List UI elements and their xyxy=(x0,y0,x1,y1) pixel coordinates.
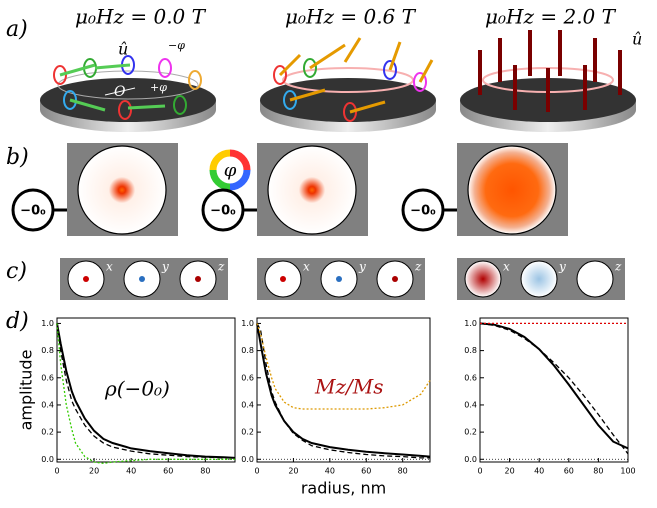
component-map xyxy=(576,260,614,298)
mode-icons xyxy=(11,188,457,232)
y-tick-label: 0.8 xyxy=(241,346,254,355)
panel-label: d) xyxy=(6,309,29,334)
component-label: x xyxy=(303,260,310,274)
plots: 0.0 0.2 0.4 0.6 0.8 1.0 0 20 40 60 80 amplitude ρ(−0… xyxy=(17,317,636,498)
y-tick-label: 0.4 xyxy=(41,400,54,409)
mode-maps xyxy=(67,143,568,236)
component-label: x xyxy=(503,260,510,274)
angle-label: −φ xyxy=(168,39,185,52)
component-label: x xyxy=(106,260,113,274)
y-tick-label: 0.2 xyxy=(41,428,54,437)
vector-label: û xyxy=(118,40,128,59)
field-title: μ₀Hz = 0.6 T xyxy=(285,5,417,29)
panel-label: b) xyxy=(6,145,29,170)
component-core xyxy=(280,276,286,282)
x-tick-label: 60 xyxy=(163,467,173,476)
y-axis-label: amplitude xyxy=(17,350,36,431)
y-tick-label: 0.6 xyxy=(241,373,254,382)
origin-label: O xyxy=(114,84,126,100)
component-core xyxy=(392,276,398,282)
line xyxy=(56,323,235,459)
line xyxy=(479,322,629,450)
x-tick-label: 40 xyxy=(126,467,136,476)
vector-label: û xyxy=(632,30,642,49)
disk xyxy=(40,55,216,132)
annotation: Mz/Ms xyxy=(314,375,384,399)
component-map xyxy=(464,260,502,298)
component-label: z xyxy=(217,260,225,274)
y-tick-label: 0.0 xyxy=(241,455,254,464)
y-tick-label: 1.0 xyxy=(464,319,477,328)
disk xyxy=(260,37,436,132)
x-tick-label: 80 xyxy=(398,467,408,476)
disk xyxy=(460,30,636,132)
field-title: μ₀Hz = 2.0 T xyxy=(485,5,617,29)
component-label: y xyxy=(161,260,169,274)
x-tick-label: 40 xyxy=(325,467,335,476)
plot-frame xyxy=(256,317,431,463)
y-tick-label: 0.8 xyxy=(41,346,54,355)
x-tick-label: 80 xyxy=(593,467,603,476)
mode-label: −0₀ xyxy=(20,204,46,219)
field-title: μ₀Hz = 0.0 T xyxy=(75,5,207,29)
line xyxy=(256,323,431,458)
y-tick-label: 0.2 xyxy=(464,428,477,437)
component-core xyxy=(83,276,89,282)
component-label: z xyxy=(414,260,422,274)
plot-frame xyxy=(479,317,629,463)
component-core xyxy=(139,276,145,282)
x-tick-label: 40 xyxy=(534,467,544,476)
component-core xyxy=(195,276,201,282)
x-tick-label: 20 xyxy=(89,467,99,476)
y-tick-label: 0.2 xyxy=(241,428,254,437)
mode-label: −0₀ xyxy=(410,204,436,219)
component-label: y xyxy=(358,260,366,274)
x-tick-label: 60 xyxy=(564,467,574,476)
line xyxy=(56,323,236,459)
x-tick-label: 0 xyxy=(254,467,259,476)
y-tick-label: 0.4 xyxy=(241,400,254,409)
annotation: ρ(−0₀) xyxy=(104,377,170,401)
plot-frame xyxy=(56,317,236,463)
component-label: y xyxy=(558,260,566,274)
wheel-label: φ xyxy=(224,160,237,181)
x-tick-label: 20 xyxy=(288,467,298,476)
panel-label: c) xyxy=(6,259,27,284)
x-tick-label: 0 xyxy=(477,467,482,476)
y-tick-label: 0.0 xyxy=(464,455,477,464)
x-axis-label: radius, nm xyxy=(301,479,386,498)
component-map xyxy=(520,260,558,298)
y-tick-label: 0.8 xyxy=(464,346,477,355)
y-tick-label: 1.0 xyxy=(241,319,254,328)
disks xyxy=(40,30,636,132)
y-tick-label: 0.6 xyxy=(41,373,54,382)
y-tick-label: 1.0 xyxy=(41,319,54,328)
x-tick-label: 0 xyxy=(54,467,59,476)
line xyxy=(256,323,431,410)
y-tick-label: 0.4 xyxy=(464,400,477,409)
component-label: z xyxy=(614,260,622,274)
y-tick-label: 0.6 xyxy=(464,373,477,382)
x-tick-label: 100 xyxy=(620,467,635,476)
x-tick-label: 60 xyxy=(361,467,371,476)
line xyxy=(256,323,430,459)
mode-label: −0₀ xyxy=(210,204,236,219)
x-tick-label: 80 xyxy=(200,467,210,476)
line xyxy=(479,322,629,455)
angle-label: +φ xyxy=(150,81,167,94)
component-core xyxy=(336,276,342,282)
y-tick-label: 0.0 xyxy=(41,455,54,464)
x-tick-label: 20 xyxy=(505,467,515,476)
panel-label: a) xyxy=(6,17,28,42)
